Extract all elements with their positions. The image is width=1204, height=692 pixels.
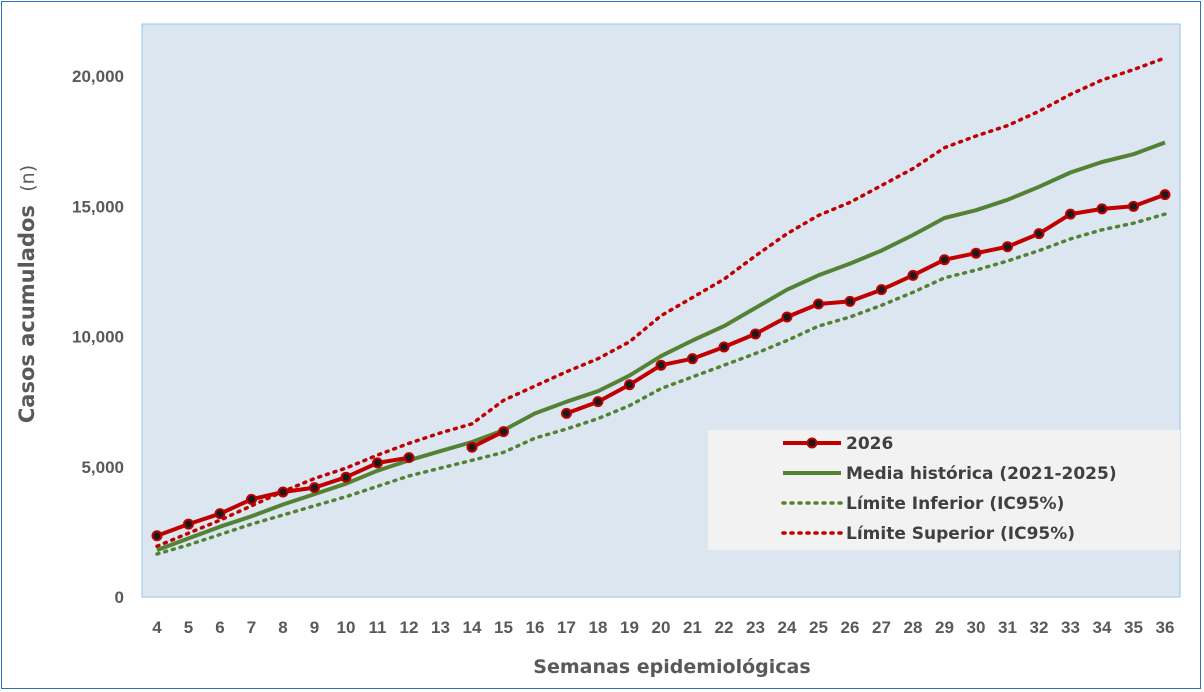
x-tick-label: 11 xyxy=(369,618,387,637)
x-tick-label: 30 xyxy=(967,618,986,637)
x-tick-label: 32 xyxy=(1030,618,1049,637)
data-point xyxy=(183,518,194,530)
data-point xyxy=(1002,241,1013,253)
data-point xyxy=(1128,200,1139,212)
x-tick-label: 9 xyxy=(310,618,319,637)
x-axis: 4 5 6 7 8 9 10 11 12 13 14 15 16 17 18 19 20 21 22 23 24 25 26… xyxy=(152,618,1174,637)
legend-box xyxy=(708,430,1180,550)
series-line-1 xyxy=(156,140,1166,552)
y-tick-label: 10,000 xyxy=(72,328,124,347)
data-point xyxy=(1159,189,1171,201)
data-point xyxy=(592,396,604,408)
legend-label: Media histórica (2021-2025) xyxy=(846,464,1117,484)
y-axis-title-unit: (n) xyxy=(17,165,39,192)
x-tick-label: 27 xyxy=(872,618,891,637)
data-point xyxy=(309,482,320,494)
x-tick-label: 31 xyxy=(998,618,1017,637)
x-tick-label: 21 xyxy=(683,618,702,637)
series-line-0 xyxy=(471,429,505,449)
data-point xyxy=(372,457,383,469)
x-tick-label: 18 xyxy=(589,618,608,637)
series-line-3 xyxy=(155,56,1167,548)
x-tick-label: 34 xyxy=(1093,618,1112,637)
legend-label: Límite Superior (IC95%) xyxy=(846,524,1075,544)
data-point xyxy=(624,379,635,391)
data-point xyxy=(561,407,572,419)
x-tick-label: 23 xyxy=(746,618,765,637)
y-tick-label: 15,000 xyxy=(72,197,124,216)
x-tick-label: 35 xyxy=(1124,618,1143,637)
x-tick-label: 15 xyxy=(494,618,513,637)
x-tick-label: 36 xyxy=(1156,618,1175,637)
y-axis-title-main: Casos acumulados xyxy=(15,205,39,423)
data-point xyxy=(403,452,415,464)
series-line-2 xyxy=(155,212,1167,556)
data-point xyxy=(466,441,478,453)
data-point xyxy=(876,284,887,296)
x-tick-label: 19 xyxy=(620,618,639,637)
data-point xyxy=(907,269,919,281)
x-tick-label: 33 xyxy=(1061,618,1080,637)
legend-marker xyxy=(806,437,818,449)
data-point xyxy=(718,341,730,353)
x-tick-label: 13 xyxy=(431,618,450,637)
data-point xyxy=(750,328,761,340)
x-tick-label: 6 xyxy=(215,618,224,637)
data-point xyxy=(246,493,257,505)
x-tick-label: 29 xyxy=(935,618,954,637)
data-point xyxy=(655,359,667,371)
x-axis-title: Semanas epidemiológicas xyxy=(533,656,810,678)
x-tick-label: 5 xyxy=(184,618,193,637)
x-tick-label: 26 xyxy=(841,618,860,637)
data-point xyxy=(687,353,698,365)
data-point xyxy=(781,311,793,323)
data-point xyxy=(340,471,352,483)
legend-label: Límite Inferior (IC95%) xyxy=(846,494,1064,514)
x-tick-label: 17 xyxy=(557,618,576,637)
x-tick-label: 12 xyxy=(400,618,419,637)
data-point xyxy=(844,295,856,307)
data-point xyxy=(214,508,226,520)
data-point xyxy=(277,486,289,498)
x-tick-label: 24 xyxy=(778,618,797,637)
data-point xyxy=(813,298,824,310)
y-axis-title: Casos acumulados (n) xyxy=(15,165,39,423)
y-tick-label: 5,000 xyxy=(81,458,124,477)
x-tick-label: 22 xyxy=(715,618,734,637)
x-tick-label: 8 xyxy=(278,618,287,637)
legend-label: 2026 xyxy=(846,434,893,454)
y-axis: 0 5,000 10,000 15,000 20,000 xyxy=(72,67,124,607)
data-point xyxy=(151,530,163,542)
data-point xyxy=(939,254,950,266)
x-tick-label: 28 xyxy=(904,618,923,637)
x-tick-label: 7 xyxy=(247,618,256,637)
data-point xyxy=(498,426,509,438)
x-tick-label: 16 xyxy=(526,618,545,637)
data-point xyxy=(1096,203,1108,215)
data-point xyxy=(1033,228,1045,240)
series-layer xyxy=(151,56,1171,556)
x-tick-label: 20 xyxy=(652,618,671,637)
data-point xyxy=(970,247,982,259)
x-tick-label: 4 xyxy=(152,618,162,637)
data-point xyxy=(1065,208,1076,220)
y-tick-label: 20,000 xyxy=(72,67,124,86)
legend: 2026 Media histórica (2021-2025) Límite In… xyxy=(708,430,1180,550)
x-tick-label: 25 xyxy=(809,618,828,637)
x-tick-label: 14 xyxy=(463,618,482,637)
x-tick-label: 10 xyxy=(337,618,356,637)
y-tick-label: 0 xyxy=(115,588,124,607)
